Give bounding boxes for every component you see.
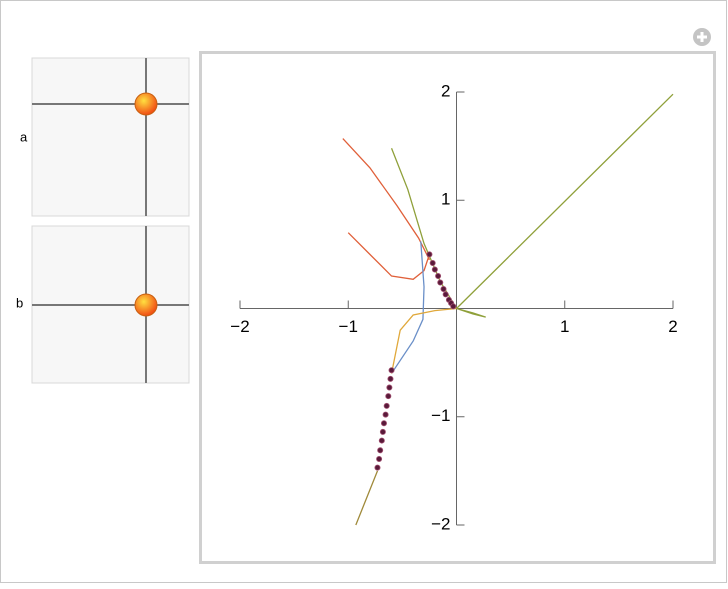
point [379, 428, 386, 435]
point [437, 279, 444, 286]
x-tick-label: 1 [560, 317, 569, 336]
point [450, 303, 457, 310]
point [378, 437, 385, 444]
y-tick-label: −2 [431, 514, 450, 533]
point [429, 260, 436, 267]
point [387, 375, 394, 382]
slider-2d[interactable] [31, 57, 190, 217]
point [388, 367, 395, 374]
plot: −2 −1 1 2 −2 −1 1 2 [230, 81, 677, 533]
x-tick-label: 2 [668, 317, 677, 336]
point [382, 411, 389, 418]
point [426, 251, 433, 258]
point [435, 273, 442, 280]
x-tick-label: −2 [230, 317, 249, 336]
y-tick-label: 1 [441, 190, 450, 209]
curve [342, 138, 431, 261]
y-tick-label: 2 [441, 81, 450, 100]
curve [456, 93, 674, 309]
add-button[interactable] [693, 28, 711, 46]
point [386, 384, 393, 391]
y-tick-label: −1 [431, 406, 450, 425]
curve [390, 307, 457, 374]
point [385, 393, 392, 400]
control-label: b [16, 295, 23, 310]
point [376, 455, 383, 462]
curve [391, 241, 425, 374]
x-tick-label: −1 [339, 317, 358, 336]
slider-2d[interactable] [31, 225, 190, 384]
point [431, 266, 438, 273]
point [440, 286, 447, 293]
control-label: a [20, 129, 28, 144]
point [442, 291, 449, 298]
point [380, 420, 387, 427]
curve [355, 470, 379, 526]
point [377, 447, 384, 454]
point [383, 402, 390, 409]
point [374, 464, 381, 471]
curve [347, 232, 431, 280]
